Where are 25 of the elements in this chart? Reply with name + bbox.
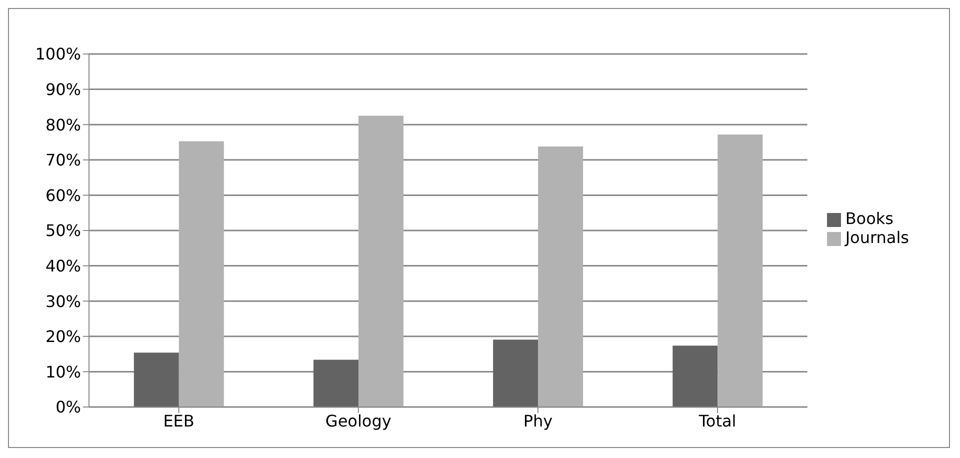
bar — [538, 146, 584, 407]
y-tick-label: 0% — [56, 398, 81, 417]
bar — [134, 352, 179, 407]
legend-label: Journals — [845, 228, 909, 247]
x-tick-label: Geology — [325, 411, 392, 430]
x-tick-label: Phy — [523, 411, 553, 430]
bar — [358, 116, 404, 407]
bar — [672, 346, 718, 407]
y-tick-label: 90% — [45, 80, 81, 99]
y-tick-label: 30% — [45, 292, 81, 311]
bar — [178, 141, 224, 407]
y-tick-label: 70% — [45, 150, 81, 170]
y-tick-label: 100% — [35, 44, 81, 64]
y-tick-label: 20% — [45, 327, 81, 346]
y-tick-label: 50% — [45, 221, 81, 240]
bar — [313, 360, 358, 407]
legend-label: Books — [845, 209, 894, 228]
x-tick-label: Total — [698, 411, 736, 430]
bar — [493, 340, 538, 407]
y-tick-label: 10% — [45, 362, 81, 382]
y-tick-label: 40% — [45, 256, 81, 276]
y-tick-label: 60% — [45, 186, 81, 205]
x-tick-label: EEB — [163, 411, 194, 430]
bar — [718, 134, 763, 407]
y-tick-label: 80% — [45, 115, 81, 134]
